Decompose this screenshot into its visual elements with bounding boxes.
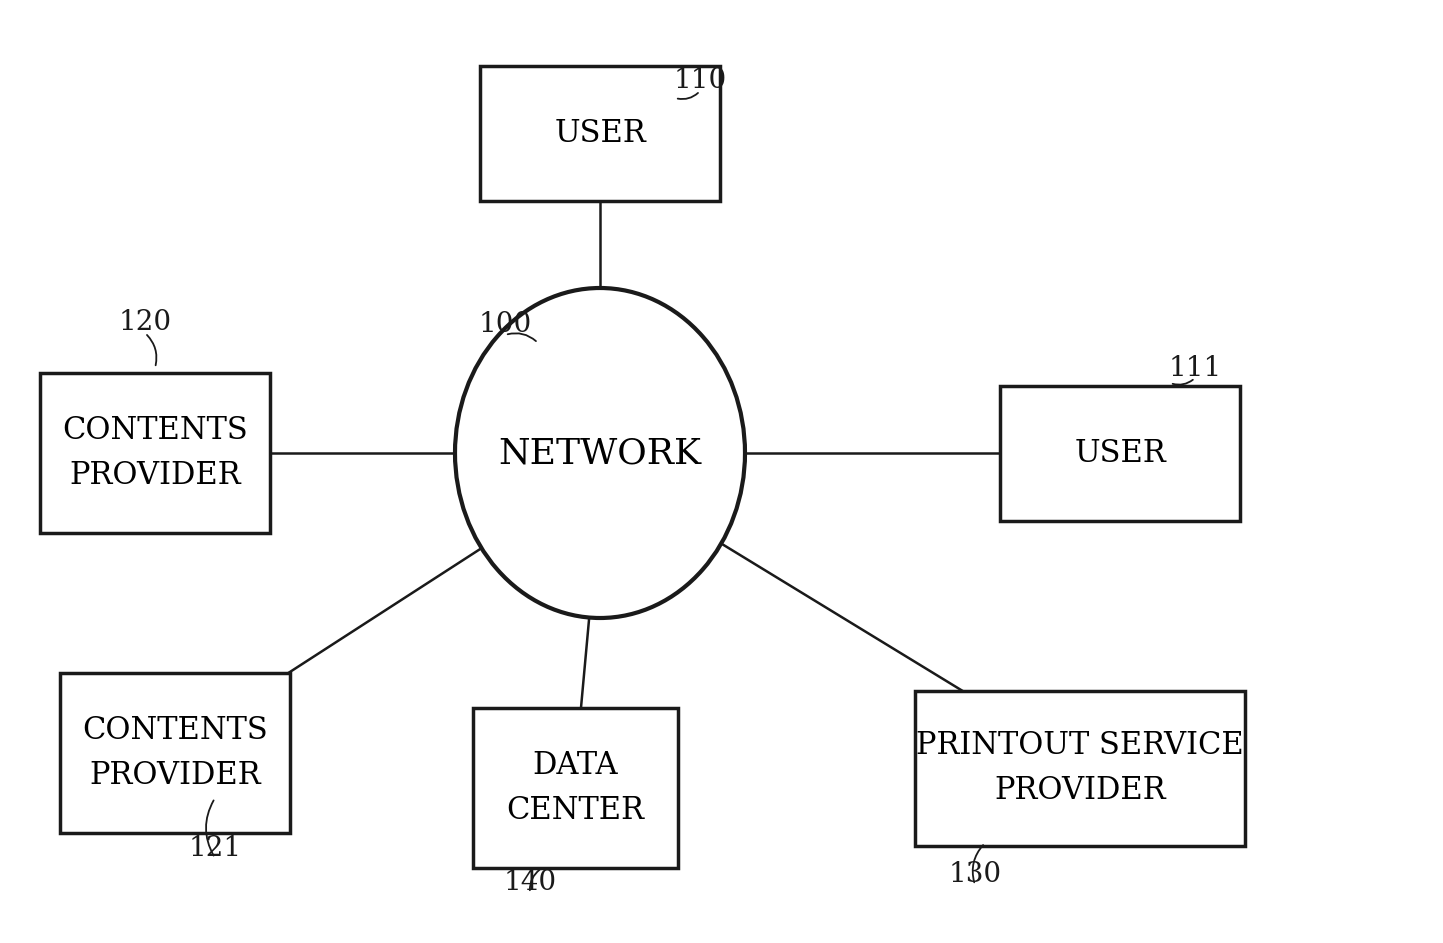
- Bar: [61, 673, 290, 833]
- Text: 121: 121: [189, 835, 241, 862]
- Text: 100: 100: [479, 311, 531, 339]
- Bar: [915, 690, 1245, 846]
- Text: 130: 130: [948, 862, 1001, 888]
- Text: NETWORK: NETWORK: [498, 436, 701, 470]
- Bar: [1000, 386, 1240, 521]
- Text: DATA
CENTER: DATA CENTER: [506, 750, 644, 826]
- Text: 110: 110: [674, 68, 727, 94]
- Bar: [481, 65, 720, 201]
- Text: 140: 140: [504, 869, 557, 897]
- Text: CONTENTS
PROVIDER: CONTENTS PROVIDER: [62, 415, 248, 491]
- Bar: [472, 708, 678, 868]
- Text: USER: USER: [554, 118, 646, 148]
- Bar: [40, 373, 270, 533]
- Text: CONTENTS
PROVIDER: CONTENTS PROVIDER: [82, 715, 268, 791]
- Text: 111: 111: [1169, 355, 1222, 382]
- Text: USER: USER: [1074, 438, 1166, 469]
- Text: PRINTOUT SERVICE
PROVIDER: PRINTOUT SERVICE PROVIDER: [916, 730, 1244, 806]
- Ellipse shape: [455, 288, 745, 618]
- Text: 120: 120: [118, 309, 172, 337]
